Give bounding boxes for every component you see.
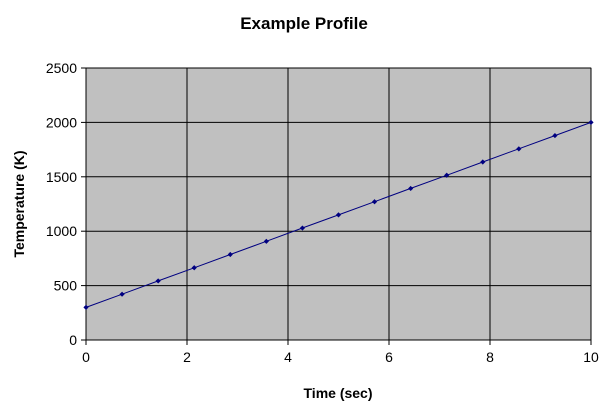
x-tick-label: 0: [82, 349, 90, 365]
x-axis-label: Time (sec): [304, 385, 373, 401]
data-point: [263, 238, 269, 244]
data-point: [444, 172, 450, 178]
data-point: [191, 265, 197, 271]
data-point: [371, 199, 378, 205]
plot-area: [85, 67, 592, 341]
x-tick-labels: 0 2 4 6 8 10: [82, 349, 599, 365]
data-point: [480, 159, 486, 165]
y-tick-label: 1500: [46, 169, 77, 185]
y-tick-label: 1000: [46, 223, 77, 239]
y-tick-labels: 0 500 1000 1500 2000 2500: [46, 60, 77, 348]
data-point: [299, 225, 306, 231]
y-tick-label: 2000: [46, 114, 77, 130]
y-tick-label: 0: [69, 332, 77, 348]
y-tick-label: 2500: [46, 60, 77, 76]
x-tick-label: 4: [284, 349, 292, 365]
x-tick-label: 6: [385, 349, 393, 365]
data-point: [516, 146, 522, 152]
series-temperature: [83, 119, 594, 310]
data-point: [588, 119, 594, 125]
data-point: [119, 291, 125, 297]
y-tick-label: 500: [54, 278, 78, 294]
data-point: [335, 212, 342, 218]
grid-lines: [86, 67, 592, 340]
x-tick-label: 10: [583, 349, 599, 365]
x-tick-label: 8: [486, 349, 494, 365]
chart-title: Example Profile: [240, 14, 368, 33]
data-point: [227, 251, 233, 258]
data-point: [408, 185, 414, 192]
x-tick-label: 2: [183, 349, 191, 365]
data-point: [83, 304, 89, 310]
data-point: [552, 132, 558, 139]
data-point: [155, 278, 161, 284]
axes: [81, 67, 592, 345]
y-axis-label: Temperature (K): [11, 150, 27, 257]
